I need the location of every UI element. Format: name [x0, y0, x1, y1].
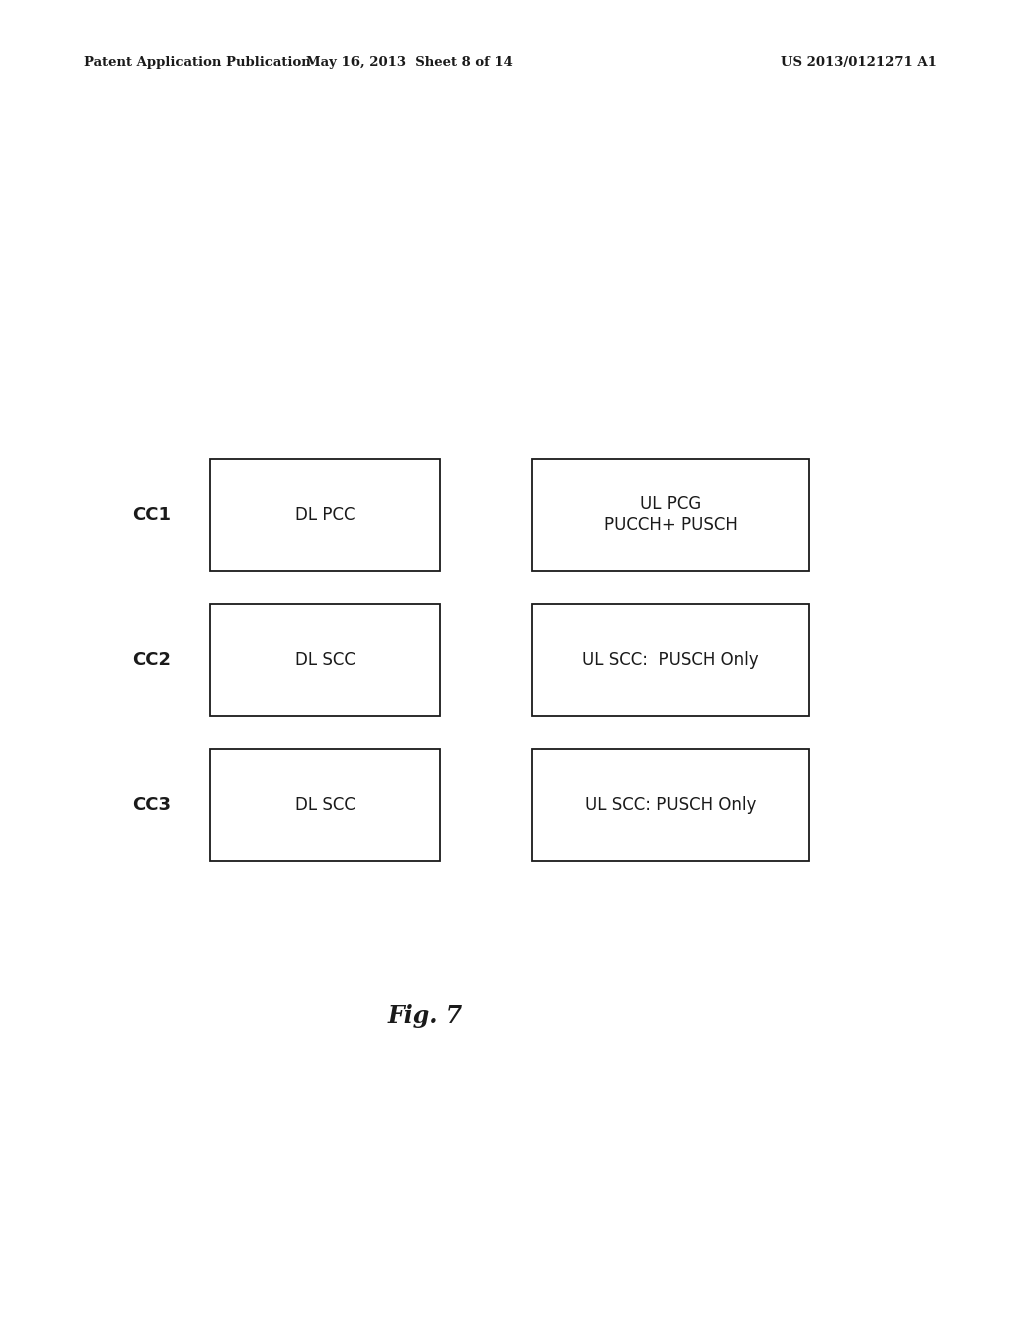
- Text: DL SCC: DL SCC: [295, 796, 355, 814]
- FancyBboxPatch shape: [210, 748, 440, 861]
- Text: DL SCC: DL SCC: [295, 651, 355, 669]
- FancyBboxPatch shape: [532, 748, 809, 861]
- Text: Fig. 7: Fig. 7: [387, 1005, 463, 1028]
- FancyBboxPatch shape: [532, 459, 809, 570]
- Text: UL SCC: PUSCH Only: UL SCC: PUSCH Only: [585, 796, 757, 814]
- Text: May 16, 2013  Sheet 8 of 14: May 16, 2013 Sheet 8 of 14: [306, 55, 513, 69]
- Text: CC3: CC3: [132, 796, 171, 814]
- FancyBboxPatch shape: [210, 605, 440, 715]
- FancyBboxPatch shape: [532, 605, 809, 715]
- Text: UL SCC:  PUSCH Only: UL SCC: PUSCH Only: [583, 651, 759, 669]
- Text: DL PCC: DL PCC: [295, 506, 355, 524]
- Text: US 2013/0121271 A1: US 2013/0121271 A1: [781, 55, 937, 69]
- Text: UL PCG
PUCCH+ PUSCH: UL PCG PUCCH+ PUSCH: [604, 495, 737, 535]
- FancyBboxPatch shape: [210, 459, 440, 570]
- Text: CC2: CC2: [132, 651, 171, 669]
- Text: Patent Application Publication: Patent Application Publication: [84, 55, 310, 69]
- Text: CC1: CC1: [132, 506, 171, 524]
